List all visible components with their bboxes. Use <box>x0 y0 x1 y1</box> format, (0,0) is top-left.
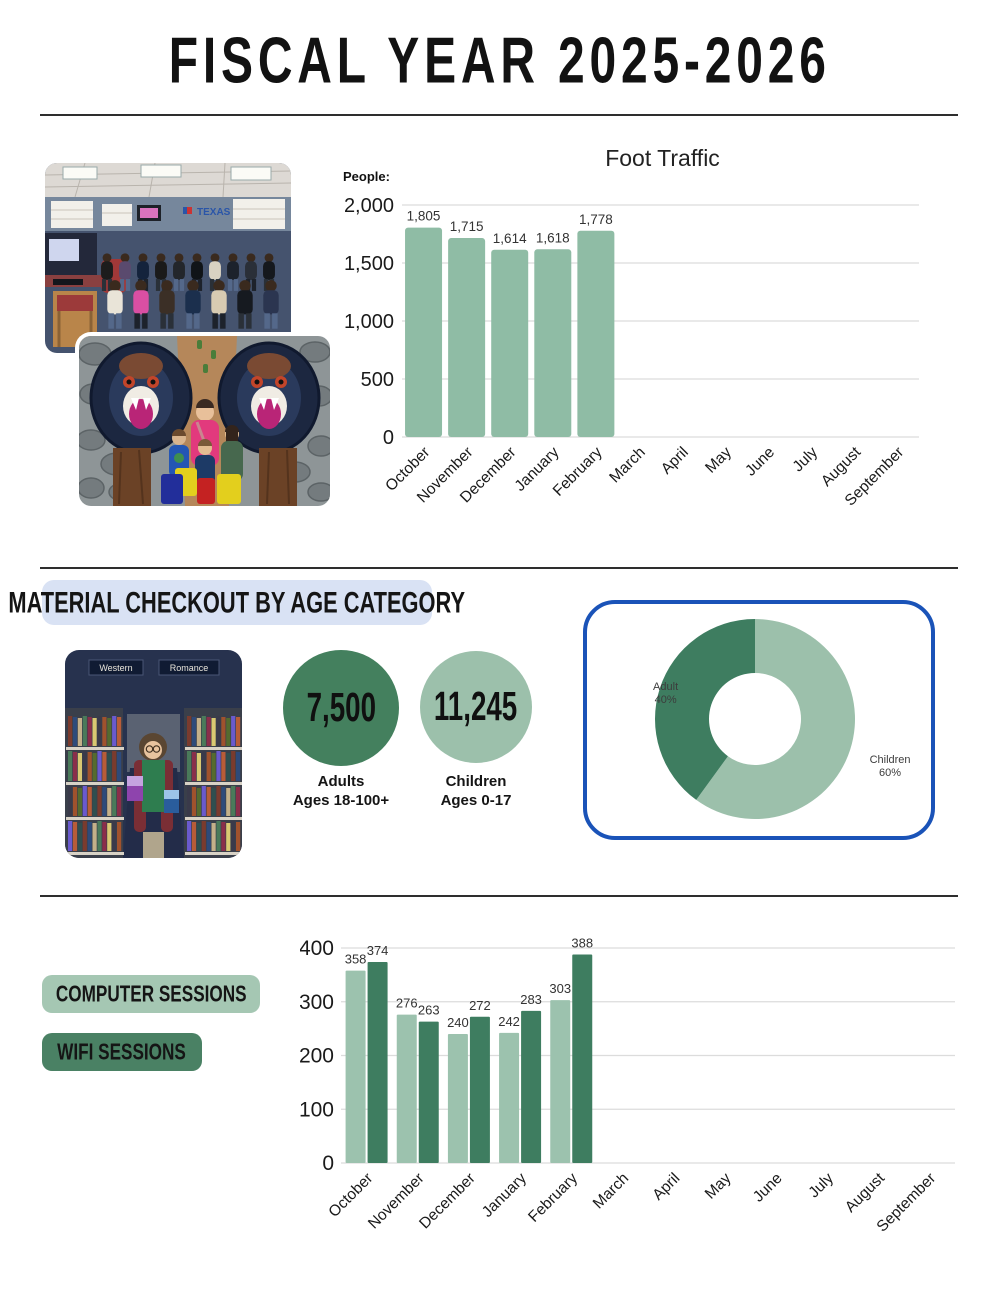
bar <box>491 249 529 437</box>
bar <box>521 1010 542 1163</box>
x-tick-label: January <box>479 1170 530 1221</box>
legend-computer-sessions: COMPUTER SESSIONS <box>42 975 260 1013</box>
page-title: FISCAL YEAR 2025-2026 <box>169 24 831 97</box>
x-tick-label: July <box>790 444 822 476</box>
y-tick-label: 400 <box>300 937 334 960</box>
x-tick-label: February <box>525 1170 581 1226</box>
bar <box>550 1000 571 1163</box>
photo-crowd <box>101 253 279 329</box>
y-tick-label: 0 <box>322 1152 334 1175</box>
bar <box>534 249 572 437</box>
bar-value-label: 1,778 <box>579 212 613 227</box>
photo-snake-display <box>79 336 330 506</box>
bar-value-label: 283 <box>520 992 542 1007</box>
foot-traffic-title: Foot Traffic <box>605 145 720 171</box>
checkout-donut-panel: Children 60% Adult 40% <box>583 600 935 840</box>
bar-value-label: 374 <box>367 943 389 958</box>
y-tick-label: 1,500 <box>344 253 394 275</box>
x-tick-label: May <box>702 444 735 477</box>
y-tick-label: 2,000 <box>344 195 394 217</box>
photo-library-visit: TEXAS <box>45 163 291 353</box>
x-tick-label: July <box>805 1170 837 1202</box>
bar <box>447 1034 468 1163</box>
bar <box>577 230 615 437</box>
bar-value-label: 276 <box>396 996 418 1011</box>
photo-cobra-right <box>217 341 321 455</box>
photo-bookshelf-left <box>66 716 124 855</box>
adults-checkout-stat: 7,500 <box>283 650 399 766</box>
bar-value-label: 1,715 <box>450 219 484 234</box>
legend-wifi-sessions: WIFI SESSIONS <box>42 1033 202 1071</box>
photo-cobra-left <box>89 341 193 455</box>
bar <box>418 1021 439 1163</box>
bar <box>469 1016 490 1163</box>
divider-top <box>40 114 958 116</box>
photo-family <box>161 399 243 504</box>
photo-librarian <box>127 733 179 858</box>
photo-bookshelf-right <box>185 716 242 855</box>
x-tick-label: August <box>842 1169 889 1216</box>
checkout-donut-chart: Children 60% Adult 40% <box>653 619 911 819</box>
romance-sign-text: Romance <box>170 663 209 673</box>
bar <box>345 970 366 1163</box>
children-stat-label: Children Ages 0-17 <box>440 773 512 809</box>
y-tick-label: 500 <box>361 369 394 391</box>
bar-value-label: 263 <box>418 1003 440 1018</box>
x-tick-label: May <box>702 1170 735 1203</box>
divider-middle <box>40 567 958 569</box>
donut-label: Children 60% <box>870 754 911 779</box>
donut-label: Adult 40% <box>653 681 678 706</box>
divider-bottom <box>40 895 958 897</box>
bar-value-label: 1,614 <box>493 231 527 246</box>
bar <box>448 238 486 437</box>
y-tick-label: 1,000 <box>344 311 394 333</box>
children-checkout-stat: 11,245 <box>420 651 532 763</box>
bar-value-label: 358 <box>345 952 367 967</box>
x-tick-label: June <box>750 1170 786 1206</box>
bar-value-label: 1,618 <box>536 230 570 245</box>
y-tick-label: 300 <box>300 991 334 1014</box>
bar-value-label: 1,805 <box>407 209 441 224</box>
bar <box>396 1014 417 1163</box>
bar <box>499 1032 520 1163</box>
western-sign-text: Western <box>99 663 132 673</box>
bar-value-label: 242 <box>498 1014 520 1029</box>
y-tick-label: 200 <box>300 1045 334 1068</box>
bar <box>405 227 443 437</box>
x-tick-label: October <box>325 1170 376 1221</box>
donut-slice-children <box>696 619 855 819</box>
x-tick-label: March <box>590 1170 632 1212</box>
adults-stat-label: Adults Ages 18-100+ <box>292 773 390 809</box>
y-tick-label: 100 <box>300 1098 334 1121</box>
x-tick-label: June <box>742 444 778 480</box>
bar-value-label: 388 <box>571 935 593 950</box>
x-tick-label: April <box>649 1170 683 1204</box>
x-tick-label: April <box>658 444 692 478</box>
bar <box>367 961 388 1163</box>
donut-slice-adult <box>655 619 755 800</box>
checkout-heading: MATERIAL CHECKOUT BY AGE CATEGORY <box>9 580 465 625</box>
y-tick-label: 0 <box>383 427 394 449</box>
x-tick-label: December <box>416 1170 479 1233</box>
bar-value-label: 272 <box>469 998 491 1013</box>
bar-value-label: 303 <box>549 981 571 996</box>
foot-traffic-y-axis-caption: People: <box>343 169 390 184</box>
texas-sign-text: TEXAS <box>197 207 231 218</box>
photo-librarian-stacks: Western Romance <box>65 650 242 858</box>
x-tick-label: March <box>606 444 648 486</box>
bar <box>572 954 593 1163</box>
bar-value-label: 240 <box>447 1015 469 1030</box>
